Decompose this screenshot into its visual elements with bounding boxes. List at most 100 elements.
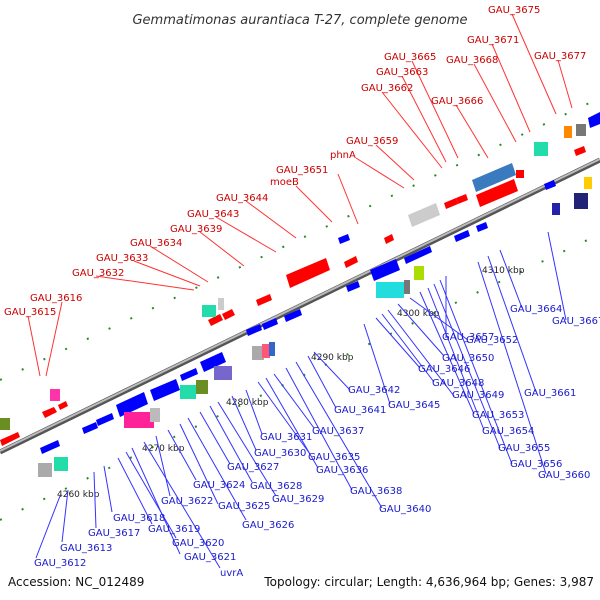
gene-block — [376, 282, 404, 298]
gene-arrow — [0, 432, 20, 446]
gene-label: GAU_3643 — [187, 209, 239, 220]
gene-label: GAU_3633 — [96, 253, 148, 264]
gene-label: GAU_3675 — [488, 5, 540, 16]
scale-label: 4300 kbp — [397, 309, 440, 319]
gene-label: GAU_3652 — [466, 335, 518, 346]
gene-block — [54, 457, 68, 471]
gene-block — [269, 342, 275, 356]
bottom-gene-labels: GAU_3612 GAU_3613 GAU_3617 GAU_3618 GAU_… — [34, 304, 600, 579]
gene-label: GAU_3671 — [467, 35, 519, 46]
gene-label: GAU_3665 — [384, 52, 436, 63]
gene-label: GAU_3654 — [482, 426, 534, 437]
gene-label: GAU_3626 — [242, 520, 294, 531]
gene-label: GAU_3657 — [442, 332, 494, 343]
gene-arrow — [58, 401, 68, 410]
tick-guides — [0, 97, 600, 521]
gene-block — [38, 463, 52, 477]
gene-label: GAU_3622 — [161, 496, 213, 507]
gene-label: GAU_3660 — [538, 470, 590, 481]
gene-label: GAU_3616 — [30, 293, 82, 304]
gene-label: GAU_3661 — [524, 388, 576, 399]
gene-block — [50, 389, 60, 401]
gene-block — [180, 385, 196, 399]
gene-label: GAU_3650 — [442, 353, 494, 364]
gene-arrow — [472, 163, 516, 192]
gene-arrow — [262, 318, 278, 330]
gene-label: GAU_3637 — [312, 426, 364, 437]
gene-block — [516, 170, 524, 178]
gene-label: moeB — [270, 177, 299, 188]
gene-block — [150, 408, 160, 422]
gene-label: GAU_3634 — [130, 238, 182, 249]
gene-arrow — [456, 194, 468, 204]
gene-arrow — [384, 234, 394, 244]
gene-label: GAU_3627 — [227, 462, 279, 473]
gene-label: GAU_3666 — [431, 96, 483, 107]
genome-summary-text: Topology: circular; Length: 4,636,964 bp… — [263, 575, 594, 589]
gene-block — [552, 203, 560, 215]
gene-arrow — [476, 222, 488, 232]
gene-label: GAU_3664 — [510, 304, 562, 315]
gene-label: GAU_3667 — [552, 316, 600, 327]
gene-arrow — [222, 309, 235, 320]
gene-label: GAU_3668 — [446, 55, 498, 66]
gene-block — [564, 126, 572, 138]
scale-label: 4260 kbp — [57, 490, 100, 500]
gene-label: GAU_3638 — [350, 486, 402, 497]
gene-label: GAU_3663 — [376, 67, 428, 78]
gene-arrow — [574, 146, 586, 156]
genome-backbone — [0, 157, 600, 455]
gene-label: GAU_3677 — [534, 51, 586, 62]
gene-label: GAU_3635 — [308, 452, 360, 463]
gene-block — [574, 193, 588, 209]
gene-arrow — [344, 256, 358, 268]
gene-label: GAU_3621 — [184, 552, 236, 563]
gene-label: GAU_3613 — [60, 543, 112, 554]
gene-label: GAU_3620 — [172, 538, 224, 549]
gene-label: GAU_3612 — [34, 558, 86, 569]
gene-arrow — [544, 180, 556, 190]
forward-genes — [0, 112, 600, 446]
gene-label: GAU_3630 — [254, 448, 306, 459]
gene-label: GAU_3655 — [498, 443, 550, 454]
gene-label: GAU_3632 — [72, 268, 124, 279]
gene-block — [0, 418, 10, 430]
gene-block — [262, 344, 270, 358]
scale-label: 4270 kbp — [142, 444, 185, 454]
gene-arrow — [40, 440, 60, 454]
gene-label: GAU_3656 — [510, 459, 562, 470]
bottom-leader-lines — [35, 231, 567, 569]
gene-label: GAU_3628 — [250, 481, 302, 492]
gene-arrow — [208, 314, 223, 326]
gene-arrow — [404, 246, 432, 264]
gene-label: GAU_3646 — [418, 364, 470, 375]
gene-arrow — [200, 352, 226, 372]
gene-label: GAU_3641 — [334, 405, 386, 416]
gene-label: GAU_3645 — [388, 400, 440, 411]
gene-arrow — [256, 294, 272, 306]
gene-arrow — [338, 234, 350, 244]
gene-label: GAU_3649 — [452, 390, 504, 401]
gene-label: GAU_3615 — [4, 307, 56, 318]
gene-label: GAU_3648 — [432, 378, 484, 389]
gene-arrow — [588, 112, 600, 128]
scale-labels: 4260 kbp 4270 kbp 4280 kbp 4290 kbp 4300… — [57, 266, 525, 500]
genome-title: Gemmatimonas aurantiaca T-27, complete g… — [132, 13, 467, 28]
gene-label: GAU_3662 — [361, 83, 413, 94]
gene-block — [584, 177, 592, 189]
gene-arrow — [246, 324, 262, 336]
top-leader-lines — [27, 13, 573, 377]
gene-label: GAU_3624 — [193, 480, 245, 491]
scale-label: 4290 kbp — [311, 353, 354, 363]
gene-arrow — [476, 179, 518, 207]
gene-label: GAU_3644 — [216, 193, 268, 204]
gene-arrow — [444, 198, 458, 209]
gene-label: uvrA — [220, 568, 243, 579]
gene-arrow — [408, 203, 440, 227]
gene-label: GAU_3639 — [170, 224, 222, 235]
gene-block — [252, 346, 264, 360]
gene-label: GAU_3619 — [148, 524, 200, 535]
gene-label: GAU_3618 — [113, 513, 165, 524]
gene-block — [534, 142, 548, 156]
